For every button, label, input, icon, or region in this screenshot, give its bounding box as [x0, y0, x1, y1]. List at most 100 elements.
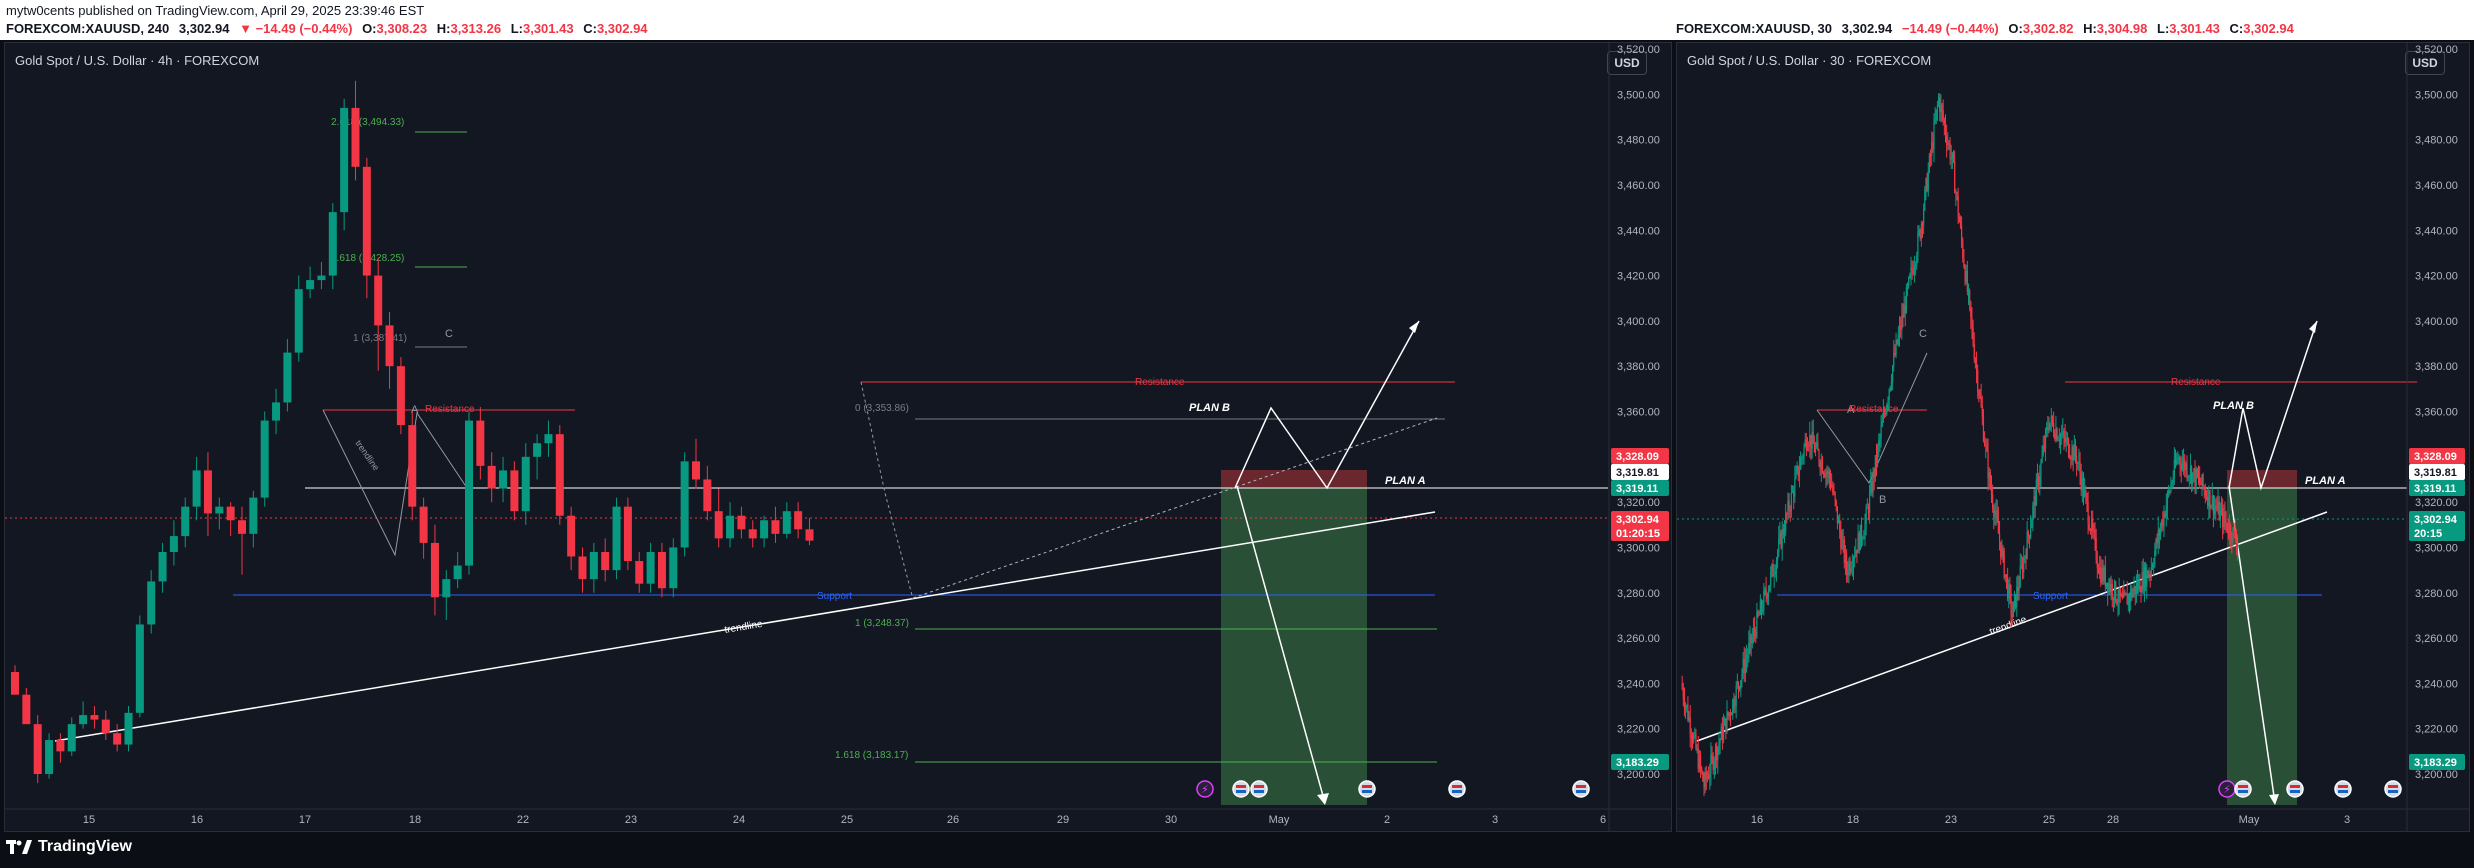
- event-markers[interactable]: ⚡: [1196, 780, 1590, 798]
- chart-panel-30m[interactable]: Gold Spot / U.S. Dollar · 30 · FOREXCOM …: [1676, 42, 2470, 832]
- candle-body: [1843, 540, 1845, 564]
- candle-body: [396, 366, 405, 426]
- candle-body: [1709, 774, 1711, 779]
- time-axis-tick: 18: [409, 814, 421, 826]
- candle-body: [1762, 610, 1764, 612]
- fib-1-low-label: 1 (3,248.37): [855, 618, 909, 629]
- candle-body: [1824, 473, 1826, 477]
- candle-body: [1825, 472, 1827, 477]
- candle-body: [2028, 535, 2031, 538]
- price-axis-tick: 3,260.00: [1617, 633, 1660, 645]
- candle-body: [2064, 436, 2066, 443]
- candle-body: [1897, 334, 1899, 344]
- candle-body: [2170, 484, 2172, 492]
- event-flag-icon[interactable]: [1448, 780, 1466, 798]
- candle-body: [1691, 737, 1694, 742]
- price-axis-tick: 3,420.00: [2415, 271, 2458, 283]
- candle-body: [1821, 460, 1824, 473]
- candle-body: [2178, 457, 2180, 459]
- candle-body: [1834, 492, 1836, 501]
- candle-body: [2136, 582, 2139, 589]
- candle-body: [1705, 771, 1707, 779]
- abc-pattern-drawing: [322, 409, 468, 557]
- candle-body: [306, 280, 315, 290]
- candle-body: [2063, 431, 2065, 437]
- time-axis[interactable]: 15 16 17 18 22 23 24 25 26 29 30 May 2 3 6: [83, 814, 1606, 826]
- candle-body: [1978, 391, 1980, 396]
- left-low-label: L:: [510, 21, 523, 36]
- candle-body: [2139, 579, 2141, 592]
- candle-body: [385, 325, 394, 367]
- candle-body: [1961, 225, 1963, 241]
- currency-button[interactable]: USD: [2405, 51, 2445, 75]
- event-flag-icon[interactable]: [2286, 780, 2304, 798]
- chart-panel-4h[interactable]: Gold Spot / U.S. Dollar · 4h · FOREXCOM …: [4, 42, 1672, 832]
- candle-body: [1950, 157, 1952, 160]
- event-lightning-icon[interactable]: [1196, 780, 1214, 798]
- candle-body: [1893, 352, 1895, 366]
- candle-body: [1979, 395, 1981, 397]
- event-flag-icon[interactable]: [2384, 780, 2402, 798]
- price-axis[interactable]: 3,520.00 3,500.00 3,480.00 3,460.00 3,440.00…: [1617, 44, 1660, 781]
- candle-body: [2012, 601, 2014, 618]
- candle-body: [1981, 406, 1983, 418]
- event-flag-icon[interactable]: [1232, 780, 1250, 798]
- candle-body: [238, 520, 246, 534]
- candle-body: [1932, 142, 1934, 150]
- price-axis[interactable]: 3,520.00 3,500.00 3,480.00 3,460.00 3,440.00…: [2415, 44, 2458, 781]
- candle-body: [2122, 595, 2124, 598]
- candle-body: [2035, 479, 2037, 506]
- time-axis-tick: 15: [83, 814, 95, 826]
- candle-body: [1901, 315, 1903, 330]
- candle-body: [2177, 458, 2179, 460]
- candle-body: [249, 497, 258, 534]
- chart-canvas-30m[interactable]: C A B Resistance Resistance PLAN B PLAN …: [1677, 43, 2469, 831]
- candle-body: [158, 551, 167, 582]
- time-axis[interactable]: 16 18 23 25 28 May 3: [1751, 814, 2350, 826]
- candle-body: [2181, 463, 2183, 470]
- candle-body: [1804, 439, 1806, 447]
- event-flag-icon[interactable]: [1250, 780, 1268, 798]
- candle-body: [657, 551, 666, 589]
- event-markers[interactable]: ⚡: [2218, 780, 2402, 798]
- trendline-main: [54, 511, 1436, 742]
- candle-body: [1775, 560, 1778, 572]
- candle-body: [805, 529, 814, 541]
- trendline-label: trendline: [1988, 614, 2028, 638]
- chart-canvas-4h[interactable]: 2.618 (3,494.33) 1.618 (3,428.25) 1 (3,3…: [5, 43, 1671, 831]
- candle-body: [2151, 566, 2154, 568]
- candle-body: [2051, 416, 2054, 424]
- candle-body: [2209, 490, 2211, 509]
- candle-body: [2154, 551, 2156, 565]
- currency-button[interactable]: USD: [1607, 51, 1647, 75]
- candle-body: [1865, 507, 1867, 524]
- candle-body: [1721, 726, 1723, 741]
- left-change: ▼ −14.49 (−0.44%): [239, 21, 353, 36]
- candle-body: [1973, 344, 1975, 360]
- candle-body: [135, 624, 144, 713]
- event-flag-icon[interactable]: [1358, 780, 1376, 798]
- candle-body: [1826, 472, 1828, 474]
- candle-body: [2153, 564, 2155, 567]
- candle-body: [2058, 439, 2060, 442]
- candle-body: [1892, 365, 1894, 382]
- candle-body: [2232, 527, 2234, 543]
- candle-body: [2125, 593, 2127, 595]
- candle-body: [1852, 558, 1855, 568]
- tradingview-logo[interactable]: TradingView: [6, 838, 132, 856]
- flag-stripe: [1452, 785, 1462, 788]
- candle-body: [2184, 459, 2186, 471]
- event-flag-icon[interactable]: [2334, 780, 2352, 798]
- candle-body: [555, 434, 564, 516]
- left-close-label: C:: [583, 21, 597, 36]
- candle-body: [1870, 481, 1872, 493]
- price-axis-tick: 3,240.00: [1617, 678, 1660, 690]
- candle-body: [56, 740, 65, 752]
- candle-body: [328, 212, 337, 276]
- event-flag-icon[interactable]: [2234, 780, 2252, 798]
- event-flag-icon[interactable]: [1572, 780, 1590, 798]
- candle-body: [533, 443, 542, 457]
- candle-body: [692, 461, 700, 480]
- candle-body: [1737, 682, 1740, 687]
- right-high: 3,304.98: [2096, 21, 2148, 36]
